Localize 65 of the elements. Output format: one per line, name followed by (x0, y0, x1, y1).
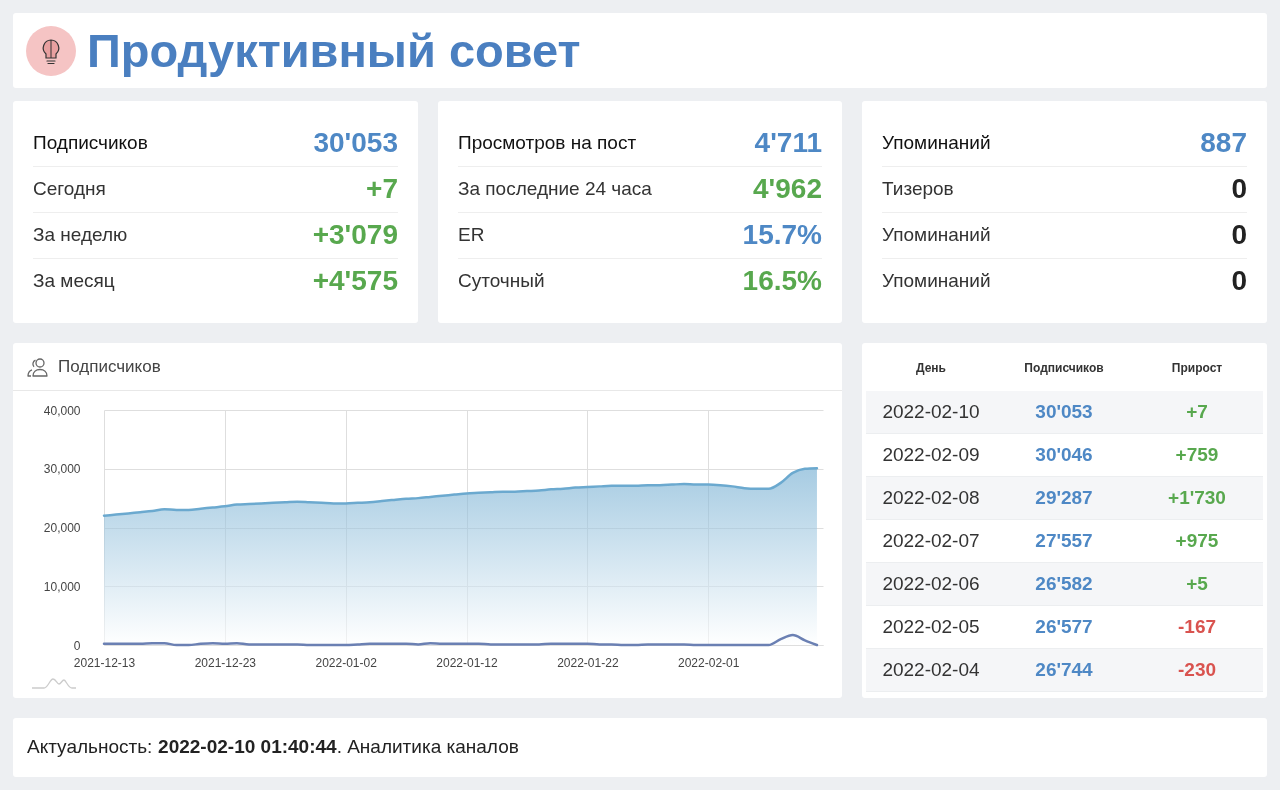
data-label: +4'575 (312, 264, 398, 298)
data-label: +1'730 (1167, 486, 1227, 510)
text: Актуальность: (27, 736, 153, 757)
y-tick-label: 40,000 (43, 403, 81, 418)
data-label: 887 (1200, 126, 1247, 160)
category-label: 2022-02-05 (881, 615, 981, 639)
category-label: За месяц (33, 269, 115, 293)
x-tick-label: 2022-01-02 (315, 655, 378, 670)
category-label: 2022-02-04 (881, 658, 981, 682)
y-tick-label: 0 (73, 638, 81, 653)
text: 2022-02-10 01:40:44 (158, 736, 337, 757)
data-label: +7 (1185, 400, 1209, 424)
x-tick-label: 2021-12-13 (73, 655, 136, 670)
data-label: +7 (366, 172, 398, 206)
series-label: Подписчиков (1023, 361, 1105, 375)
text: День (915, 361, 947, 375)
text: Продуктивный совет (87, 23, 581, 79)
data-label: 4'711 (754, 126, 822, 160)
data-label: -167 (1177, 615, 1217, 639)
x-tick-label: 2021-12-23 (194, 655, 257, 670)
data-label: -230 (1177, 658, 1217, 682)
data-label: 30'053 (313, 126, 398, 160)
category-label: Подписчиков (33, 131, 148, 155)
text: . Аналитика каналов (336, 736, 519, 757)
data-label: 4'962 (753, 172, 822, 206)
data-label: 29'287 (1034, 486, 1094, 510)
data-label: 30'053 (1034, 400, 1094, 424)
category-label: 2022-02-06 (881, 572, 981, 596)
data-label: 26'577 (1034, 615, 1094, 639)
data-label: +3'079 (312, 218, 398, 252)
category-label: Тизеров (882, 177, 954, 201)
y-tick-label: 20,000 (43, 521, 81, 535)
x-tick-label: 2022-02-01 (678, 655, 740, 670)
data-label: +759 (1174, 443, 1220, 467)
text: Прирост (1170, 361, 1224, 375)
data-label: 30'046 (1034, 443, 1094, 467)
y-tick-label: 10,000 (43, 579, 81, 594)
data-label: 26'582 (1034, 572, 1094, 596)
data-label: 0 (1231, 172, 1247, 206)
category-label: 2022-02-10 (881, 400, 981, 424)
x-tick-label: 2022-01-22 (557, 655, 619, 670)
data-label: 27'557 (1034, 529, 1094, 553)
data-label: 26'744 (1034, 658, 1094, 682)
category-label: ER (458, 223, 485, 247)
category-label: Сегодня (33, 177, 106, 201)
category-label: Упоминаний (882, 131, 991, 155)
line-series (102, 633, 819, 647)
category-label: Упоминаний (882, 223, 991, 247)
category-label: Суточный (458, 269, 545, 293)
chart-title: Подписчиков (58, 357, 161, 376)
category-label: 2022-02-08 (881, 486, 981, 510)
data-label: 16.5% (742, 264, 822, 298)
category-label: 2022-02-07 (881, 529, 981, 553)
data-label: 15.7% (742, 218, 822, 252)
category-label: Просмотров на пост (458, 131, 637, 155)
category-label: Упоминаний (882, 269, 991, 293)
category-label: 2022-02-09 (881, 443, 981, 467)
data-label: +975 (1174, 529, 1220, 553)
category-label: За последние 24 часа (458, 177, 652, 201)
category-label: За неделю (33, 223, 128, 247)
data-label: 0 (1231, 218, 1247, 252)
y-tick-label: 30,000 (43, 462, 81, 477)
x-tick-label: 2022-01-12 (436, 655, 499, 670)
data-label: +5 (1185, 572, 1209, 596)
data-label: 0 (1231, 264, 1247, 298)
